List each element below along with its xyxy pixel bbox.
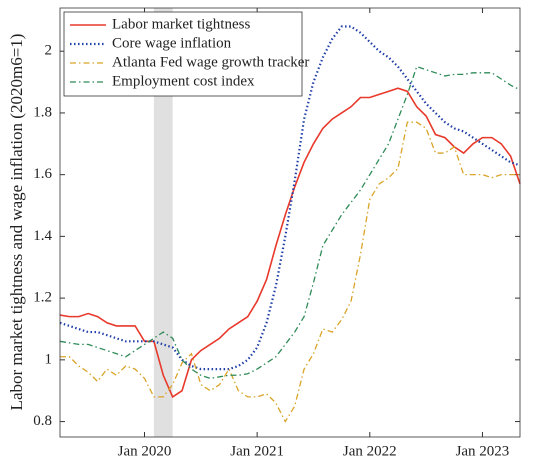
y-tick-label: 1.2 — [33, 290, 52, 306]
x-tick-label: Jan 2023 — [456, 443, 510, 459]
y-tick-label: 1 — [45, 351, 53, 367]
y-tick-label: 1.4 — [33, 228, 52, 244]
recession-shading — [153, 8, 173, 437]
series-line — [59, 25, 521, 371]
plot-frame — [59, 7, 521, 438]
series-line — [59, 65, 521, 380]
legend-label: Labor market tightness — [112, 16, 250, 32]
x-tick-label: Jan 2022 — [343, 443, 397, 459]
legend-label: Atlanta Fed wage growth tracker — [112, 54, 309, 70]
series-line — [59, 87, 521, 399]
y-tick-label: 1.6 — [33, 166, 52, 182]
legend-box — [63, 11, 303, 97]
y-tick-label: 2 — [45, 43, 53, 59]
legend-label: Employment cost index — [112, 73, 255, 89]
y-tick-label: 1.8 — [33, 104, 52, 120]
series-line — [60, 121, 520, 423]
legend-label: Core wage inflation — [112, 35, 232, 51]
y-axis-label: Labor market tightness and wage inflatio… — [7, 34, 26, 411]
y-tick-label: 0.8 — [33, 413, 52, 429]
x-tick-label: Jan 2020 — [118, 443, 172, 459]
x-tick-label: Jan 2021 — [230, 443, 284, 459]
